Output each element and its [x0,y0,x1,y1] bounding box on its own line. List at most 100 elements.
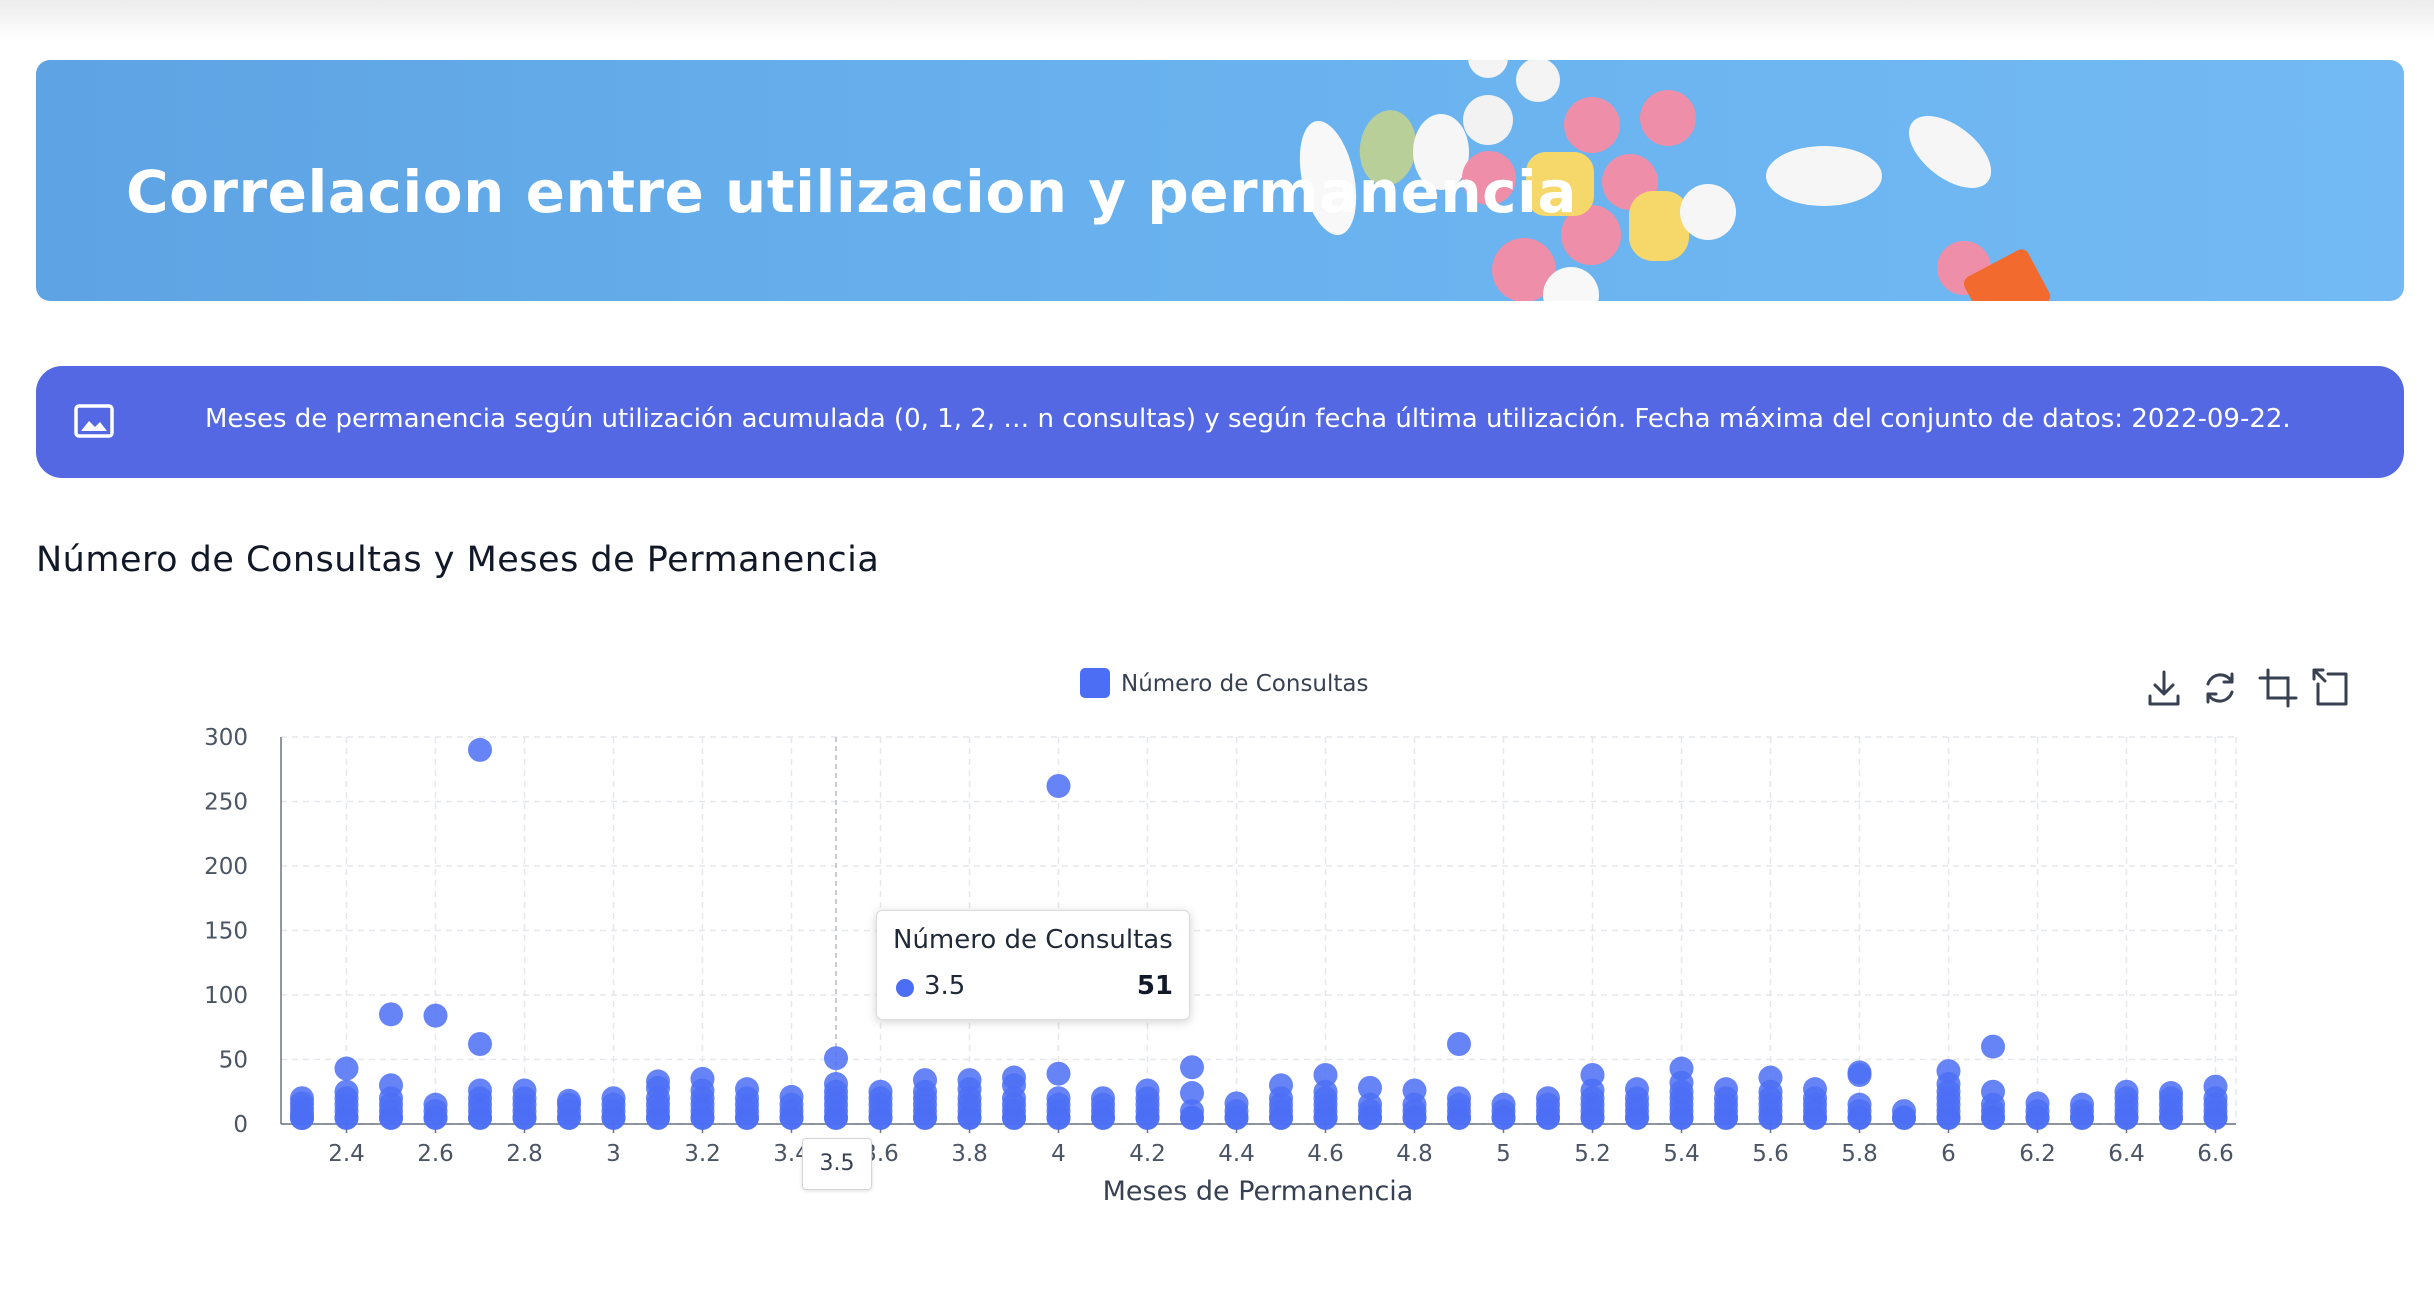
tooltip-title: Número de Consultas [893,925,1173,955]
scatter-point [1046,1061,1071,1086]
y-tick-label: 200 [204,854,248,880]
x-tick-label: 4.6 [1307,1141,1344,1167]
scatter-point [557,1088,581,1113]
scatter-point [334,1056,359,1081]
chart-tooltip: Número de Consultas 3.5 51 [876,910,1190,1020]
legend-swatch[interactable] [1080,668,1110,698]
scatter-point [868,1079,893,1104]
x-tick-label: 6.4 [2108,1141,2145,1167]
zoom-select-button[interactable] [2256,666,2300,710]
scatter-point [1580,1062,1605,1087]
scatter-point [1135,1078,1160,1103]
section-title: Número de Consultas y Meses de Permanenc… [36,540,880,580]
scatter-point [1491,1092,1516,1117]
scatter-point [1180,1099,1204,1124]
scatter-point [913,1068,937,1093]
x-tick-label: 3 [606,1141,621,1167]
x-tick-label: 3.2 [684,1141,721,1167]
download-icon [2148,670,2180,706]
scatter-point [646,1069,670,1094]
x-tick-label: 6 [1941,1141,1956,1167]
scatter-point [1803,1077,1827,1102]
x-tick-label: 4.2 [1129,1141,1166,1167]
scatter-point [690,1066,715,1091]
scatter-point [1936,1059,1961,1084]
scatter-point [1892,1099,1916,1124]
scatter-point [1358,1092,1382,1117]
scatter-point [1402,1078,1427,1103]
y-tick-label: 50 [219,1048,248,1074]
x-tick-label: 4.4 [1218,1141,1255,1167]
scatter-point [957,1068,982,1093]
legend[interactable]: Número de Consultas [1080,668,1369,698]
scatter-point [423,1092,448,1117]
scatter-point [1447,1032,1471,1057]
scatter-point [468,1032,492,1057]
x-tick-label: 4.8 [1396,1141,1433,1167]
scatter-point [1002,1065,1026,1090]
x-tick-label: 2.4 [328,1141,365,1167]
scatter-point [379,1073,403,1098]
scatter-point [1313,1062,1338,1087]
scatter-point [1758,1065,1783,1090]
scatter-point [1981,1079,2005,1104]
x-tick-label: 6.6 [2197,1141,2234,1167]
scatter-point [779,1084,804,1109]
info-alert: Meses de permanencia según utilización a… [36,366,2404,478]
scatter-point [1046,774,1071,799]
y-tick-label: 100 [204,983,248,1009]
scatter-point [423,1003,448,1028]
scatter-point [512,1078,537,1103]
y-tick-label: 150 [204,919,248,945]
scatter-point [1224,1091,1249,1116]
scatter-point [468,737,492,762]
header-banner: Correlacion entre utilizacion y permanen… [36,60,2404,301]
scatter-point [468,1078,492,1103]
scatter-point [334,1079,359,1104]
zoom-select-icon [2258,668,2298,708]
scatter-point [1358,1075,1382,1100]
scatter-point [1714,1077,1738,1102]
x-tick-label: 5 [1496,1141,1511,1167]
scatter-point [1847,1060,1872,1085]
scatter-point [379,1002,403,1027]
legend-label[interactable]: Número de Consultas [1121,671,1369,697]
x-tick-label: 5.2 [1574,1141,1611,1167]
pills-illustration [1299,60,2051,301]
scatter-point [1447,1086,1471,1111]
x-tick-label: 2.8 [506,1141,543,1167]
download-button[interactable] [2142,666,2186,710]
x-tick-label: 4 [1051,1141,1066,1167]
scatter-point [601,1086,626,1111]
x-tick-label: 6.2 [2019,1141,2056,1167]
y-tick-label: 0 [233,1112,248,1138]
scatter-point [735,1077,759,1102]
scatter-point [1847,1092,1872,1117]
scatter-point [1625,1077,1649,1102]
scatter-point [2025,1091,2050,1116]
reset-icon [2206,672,2234,704]
reset-button[interactable] [2198,666,2242,710]
scatter-point [2159,1081,2183,1106]
scatter-point [1091,1086,1115,1111]
x-tick-label: 5.6 [1752,1141,1789,1167]
top-shade [0,0,2434,40]
crosshair-x-label: 3.5 [802,1138,872,1190]
tooltip-marker [896,979,914,997]
page-title: Correlacion entre utilizacion y permanen… [126,158,1578,226]
y-tick-label: 250 [204,790,248,816]
chart-toolbar [2142,666,2362,712]
scatter-point [1981,1034,2005,1059]
scatter-point [1180,1055,1204,1080]
image-icon [74,404,114,438]
scatter-point [1046,1086,1071,1111]
scatter-point [824,1046,848,1071]
scatter-point [1269,1073,1293,1098]
data-points [290,737,2228,1130]
zoom-back-button[interactable] [2310,666,2354,710]
x-tick-label: 3.8 [951,1141,988,1167]
scatter-point [2114,1079,2139,1104]
scatter-point [290,1086,314,1111]
